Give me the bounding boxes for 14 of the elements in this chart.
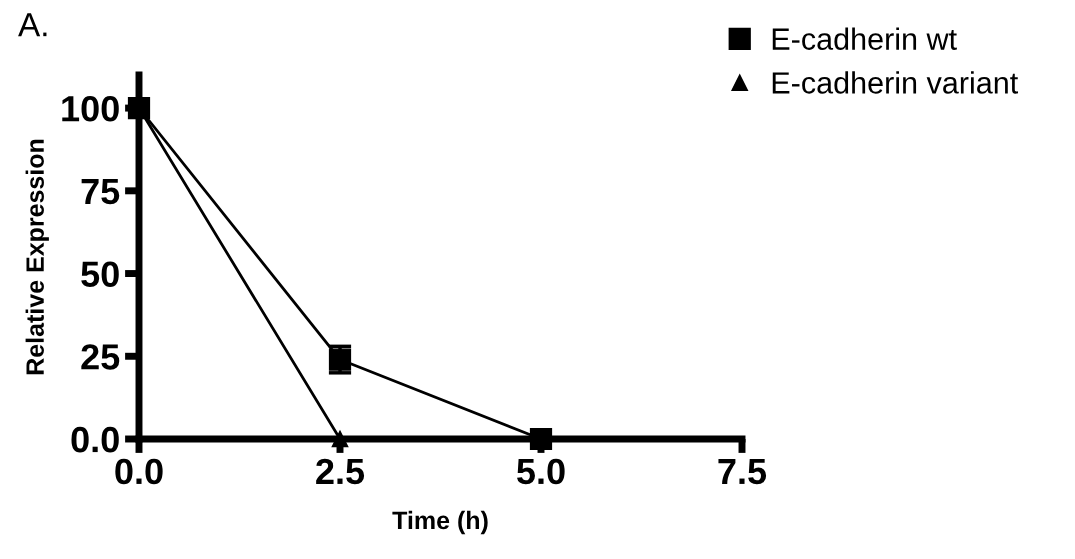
y-tick-label: 100 [62, 95, 119, 122]
x-tick-label: 7.5 [718, 459, 767, 485]
x-axis-title: Time (h) [392, 510, 488, 535]
y-axis-title: Relative Expression [25, 139, 49, 375]
x-tick-label: 0.0 [115, 458, 163, 485]
y-tick-label: 75 [81, 179, 120, 205]
legend-label: E-cadherin wt [772, 27, 957, 50]
y-tick-label: 0.0 [71, 426, 119, 453]
x-tick-label: 2.5 [316, 458, 365, 485]
y-tick-label: 50 [81, 261, 119, 287]
x-tick-label: 5.0 [517, 458, 565, 485]
legend-label: E-cadherin variant [772, 71, 1019, 94]
text: A. [18, 13, 47, 37]
y-tick-label: 25 [81, 344, 120, 370]
